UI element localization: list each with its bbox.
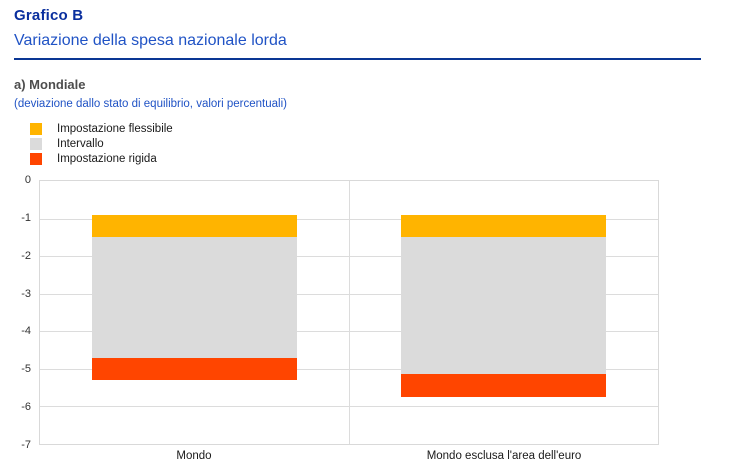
bar-segment-impostazione-rigida xyxy=(91,357,298,381)
flexible-color-swatch xyxy=(30,122,42,135)
legend-item-rigid: Impostazione rigida xyxy=(30,151,173,166)
bar-segment-impostazione-flessibile xyxy=(91,214,298,238)
category-label: Mondo xyxy=(176,450,212,462)
bar-segment-impostazione-rigida xyxy=(400,374,607,398)
legend-item-flexible: Impostazione flessibile xyxy=(30,121,173,136)
bar-segment-impostazione-flessibile xyxy=(400,214,607,238)
legend: Impostazione flessibile Intervallo Impos… xyxy=(30,121,173,166)
category-label: Mondo esclusa l'area dell'euro xyxy=(426,450,582,462)
legend-label-interval: Intervallo xyxy=(57,137,104,150)
y-tick-label: -5 xyxy=(21,363,31,376)
y-tick-label: -4 xyxy=(21,325,31,338)
panel-divider xyxy=(349,181,350,444)
panel-label: a) Mondiale xyxy=(14,77,86,92)
y-tick-label: -7 xyxy=(21,439,31,451)
legend-item-interval: Intervallo xyxy=(30,136,173,151)
rigid-color-swatch xyxy=(30,152,42,165)
y-tick-label: -3 xyxy=(21,287,31,300)
y-tick-label: 0 xyxy=(24,174,31,186)
legend-label-flexible: Impostazione flessibile xyxy=(57,122,173,135)
figure-kicker: Grafico B xyxy=(14,7,84,24)
bar-segment-intervallo xyxy=(91,237,298,358)
plot-area xyxy=(39,180,659,445)
bar-segment-intervallo xyxy=(400,237,607,375)
y-tick-label: -1 xyxy=(21,211,31,224)
interval-color-swatch xyxy=(30,137,42,150)
y-tick-label: -6 xyxy=(21,401,31,414)
legend-label-rigid: Impostazione rigida xyxy=(57,152,157,165)
title-divider xyxy=(14,58,701,60)
y-axis-labels: 0 -1 -2 -3 -4 -5 -6 -7 xyxy=(0,174,31,451)
x-axis-labels: Mondo Mondo esclusa l'area dell'euro xyxy=(39,450,659,462)
axis-note: (deviazione dallo stato di equilibrio, v… xyxy=(14,98,287,110)
y-tick-label: -2 xyxy=(21,249,31,262)
figure-title: Variazione della spesa nazionale lorda xyxy=(14,32,287,49)
